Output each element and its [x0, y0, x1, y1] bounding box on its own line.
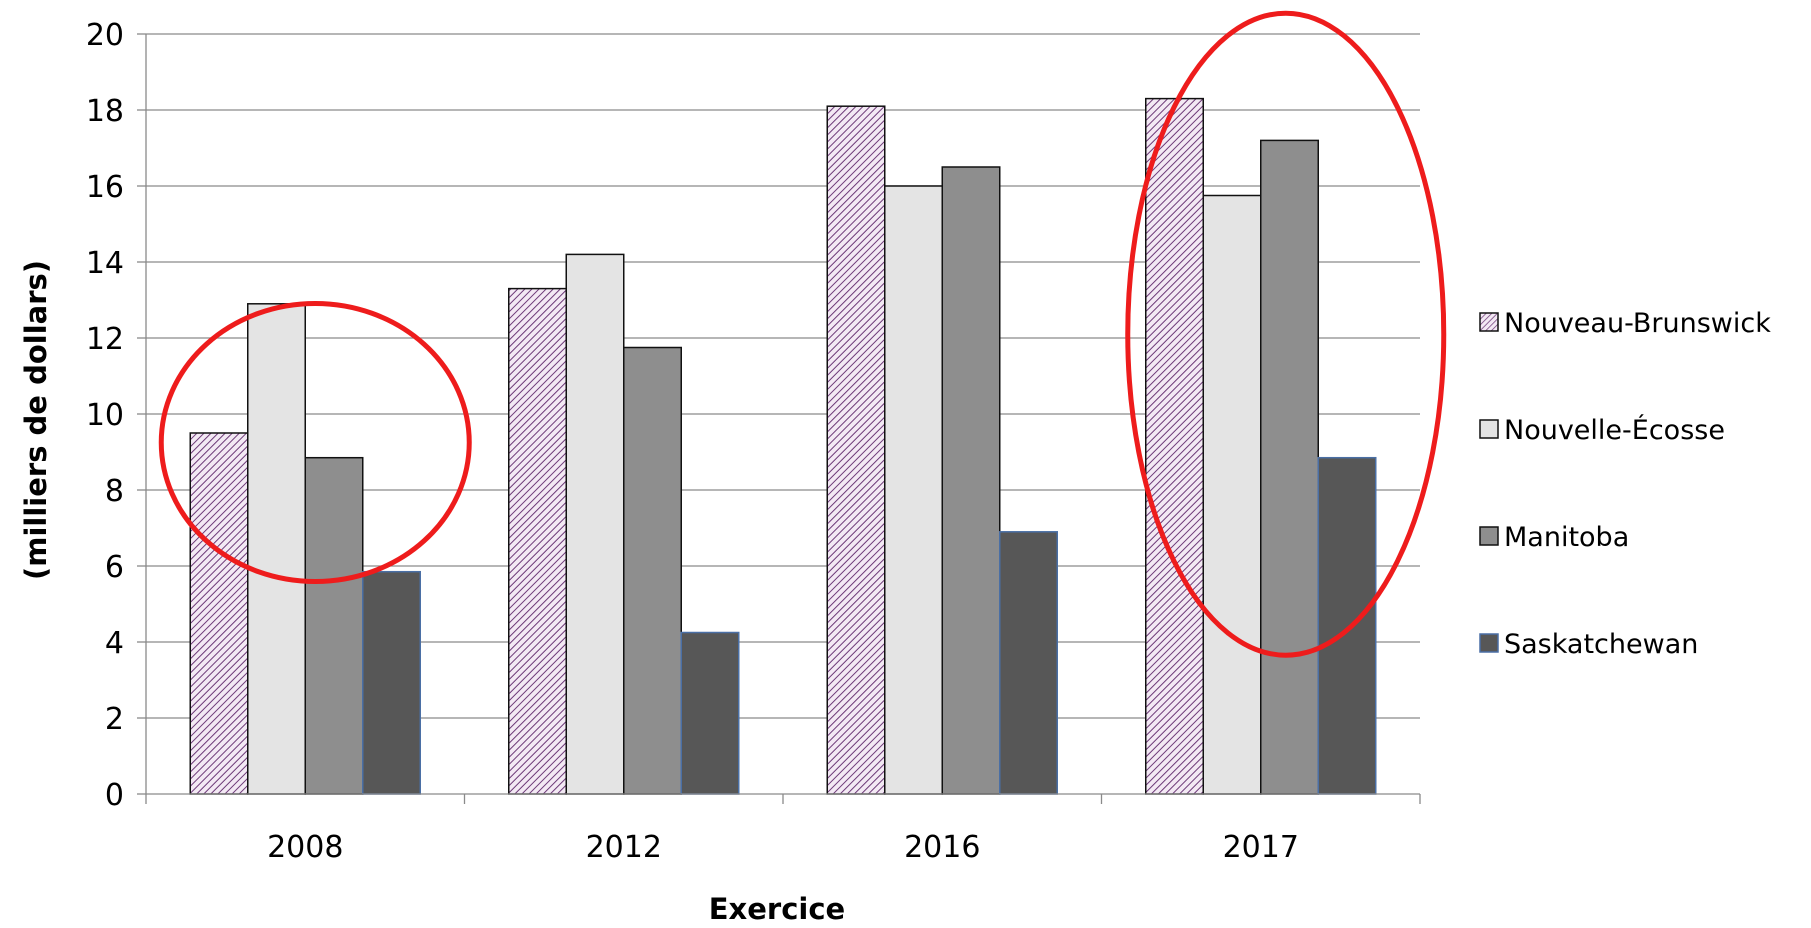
x-tick-label: 2017: [1223, 830, 1299, 865]
bar-saskatchewan-2017: [1317, 456, 1377, 795]
bar-saskatchewan-2012: [680, 631, 740, 795]
legend-label: Manitoba: [1504, 522, 1629, 553]
bar-nouvelle-cosse-2008: [247, 303, 306, 795]
bar-manitoba-2008: [304, 456, 364, 795]
x-axis-title: Exercice: [709, 892, 845, 926]
bar-nouvelle-cosse-2016: [884, 185, 943, 795]
y-tick-label: 4: [105, 626, 124, 661]
highlight-ellipse-2008: [158, 301, 472, 584]
legend-swatch-manitoba: [1479, 526, 1499, 546]
axes: [137, 33, 1421, 804]
y-tick-label: 6: [105, 550, 124, 585]
bar-manitoba-2012: [623, 346, 682, 795]
y-tick-label: 18: [86, 94, 124, 129]
legend-label: Nouveau-Brunswick: [1504, 308, 1771, 339]
bar-manitoba-2017: [1260, 139, 1319, 795]
y-tick-label: 10: [86, 398, 124, 433]
tick-labels: 0 2 4 6 8 10 12 14 16 18 20 2008 2012 2016 2017: [86, 18, 1299, 865]
bar-nouveau-brunswick-2008: [189, 432, 249, 795]
y-axis-title: (milliers de dollars): [19, 260, 53, 580]
bar-nouveau-brunswick-2016: [826, 105, 886, 795]
bars: [189, 97, 1377, 795]
legend-label: Saskatchewan: [1504, 629, 1698, 660]
x-tick-label: 2008: [267, 830, 343, 865]
y-tick-label: 16: [86, 170, 124, 205]
highlight-ellipse-2017: [1125, 10, 1447, 658]
bar-nouvelle-cosse-2012: [565, 253, 625, 795]
legend-label: Nouvelle-Écosse: [1504, 414, 1725, 446]
legend-swatch-nouveau-brunswick: [1479, 312, 1499, 332]
y-tick-label: 14: [86, 246, 124, 281]
bar-saskatchewan-2008: [362, 570, 421, 795]
y-tick-label: 0: [105, 778, 124, 813]
legend-swatch-nouvelle-cosse: [1479, 419, 1499, 439]
y-tick-label: 12: [86, 322, 124, 357]
legend: Nouveau-Brunswick Nouvelle-Écosse Manitoba…: [1479, 308, 1771, 660]
x-tick-label: 2016: [904, 830, 980, 865]
y-tick-label: 20: [86, 18, 124, 53]
x-tick-label: 2012: [586, 830, 662, 865]
legend-swatch-saskatchewan: [1479, 633, 1499, 653]
bar-nouveau-brunswick-2017: [1145, 97, 1204, 795]
bar-nouvelle-cosse-2017: [1202, 194, 1262, 795]
bar-saskatchewan-2016: [999, 531, 1058, 795]
y-tick-label: 8: [105, 474, 124, 509]
bar-manitoba-2016: [941, 166, 1001, 795]
bar-nouveau-brunswick-2012: [508, 287, 567, 795]
y-tick-label: 2: [105, 702, 124, 737]
annotations: [158, 10, 1447, 658]
